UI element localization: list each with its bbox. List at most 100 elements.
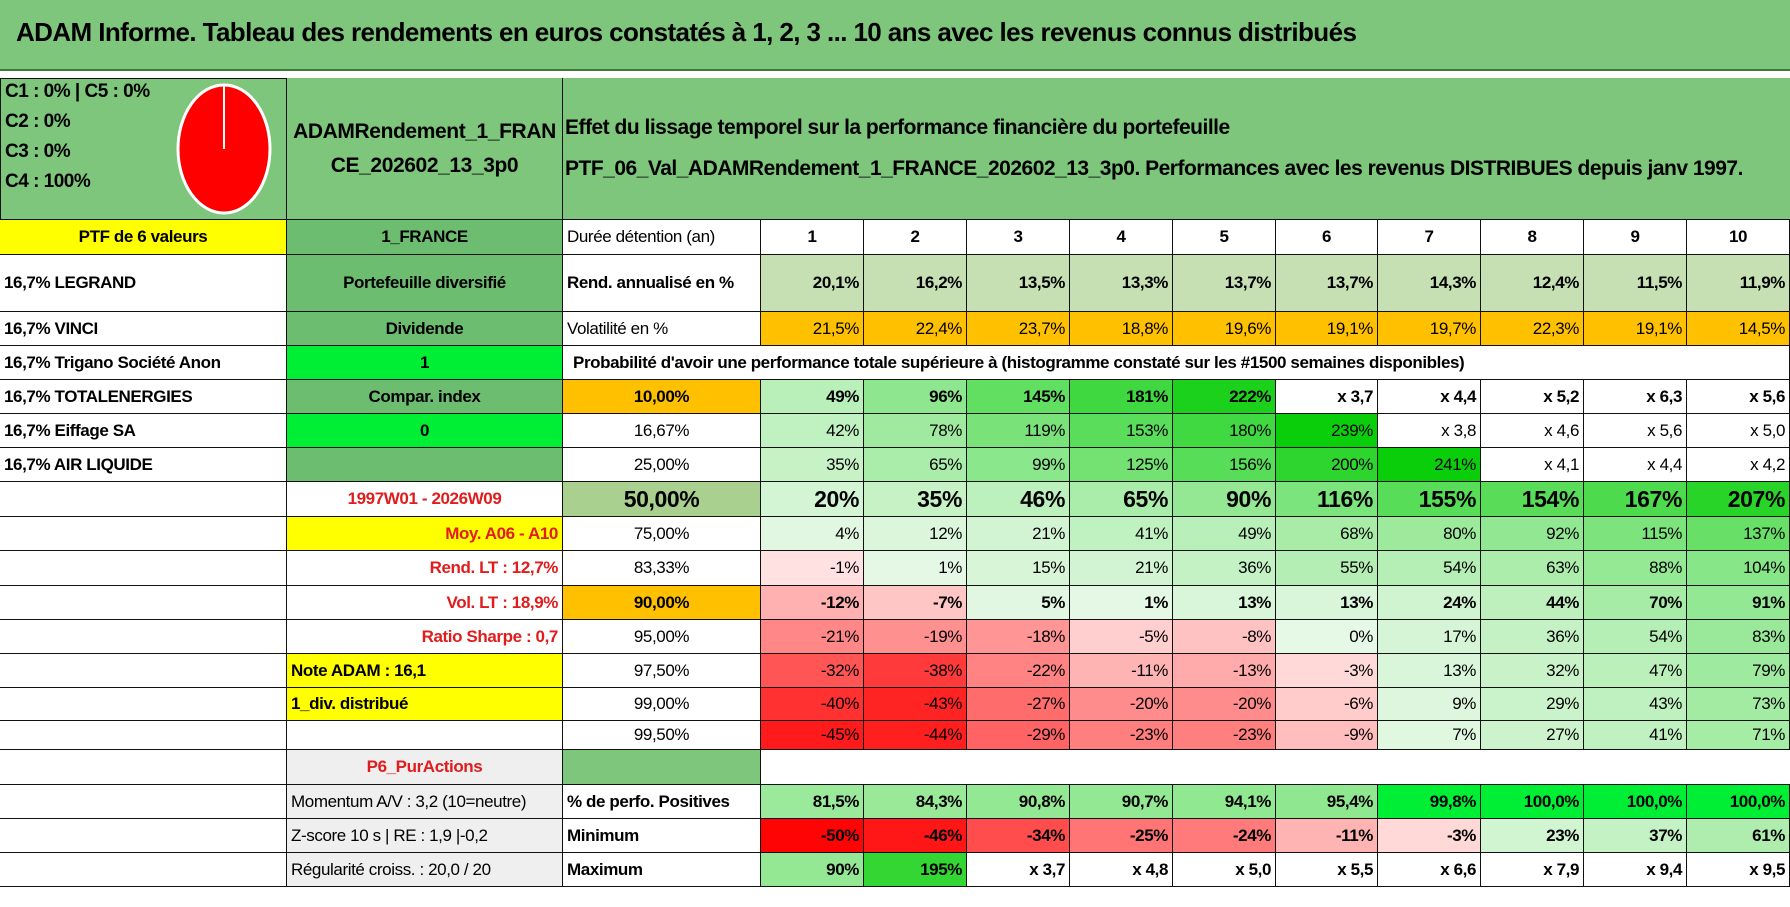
quantile-9-value-y8: 32% [1481,654,1584,688]
quantile-7-value-y9: 70% [1584,586,1687,620]
quantile-4-value-y2: 35% [864,482,967,517]
max-label: Maximum [563,853,761,887]
quantile-3-value-y5: 156% [1173,448,1276,482]
left-empty-cell [0,551,287,586]
vol-lt-cell: Vol. LT : 18,9% [287,586,563,620]
quantile-1-value-y6: x 3,7 [1276,380,1378,414]
pos-y8: 100,0% [1481,785,1584,819]
quantile-8-value-y10: 83% [1687,620,1790,654]
sharpe-cell: Ratio Sharpe : 0,7 [287,620,563,654]
quantile-1-value-y5: 222% [1173,380,1276,414]
quantile-6: 83,33% [563,551,761,586]
compar-index-cell: Compar. index [287,380,563,414]
quantile-11-value-y3: -29% [967,721,1070,750]
min-y9: 37% [1584,819,1687,853]
quantile-11-value-y1: -45% [761,721,864,750]
value-one-cell: 1 [287,346,563,380]
report-title-bar: ADAM Informe. Tableau des rendements en … [0,0,1790,71]
quantile-5-value-y7: 80% [1378,517,1481,551]
moy-cell: Moy. A06 - A10 [287,517,563,551]
quantile-4-value-y5: 90% [1173,482,1276,517]
pos-y9: 100,0% [1584,785,1687,819]
year-header-y9: 9 [1584,220,1687,255]
left-empty-cell [0,721,287,750]
quantile-3: 25,00% [563,448,761,482]
left-empty-cell [0,688,287,721]
quantile-10-value-y4: -20% [1070,688,1173,721]
quantile-6-value-y7: 54% [1378,551,1481,586]
market-cell: 1_FRANCE [287,220,563,255]
quantile-3-value-y4: 125% [1070,448,1173,482]
quantile-11-value-y4: -23% [1070,721,1173,750]
quantile-9-value-y7: 13% [1378,654,1481,688]
quantile-8-value-y8: 36% [1481,620,1584,654]
quantile-4: 50,00% [563,482,761,517]
quantile-9-value-y4: -11% [1070,654,1173,688]
rend-label: Rend. annualisé en % [563,255,761,312]
min-y6: -11% [1276,819,1378,853]
holding-6: 16,7% AIR LIQUIDE [0,448,287,482]
quantile-10-value-y9: 43% [1584,688,1687,721]
quantile-5-value-y6: 68% [1276,517,1378,551]
max-y5: x 5,0 [1173,853,1276,887]
holding-4: 16,7% TOTALENERGIES [0,380,287,414]
quantile-3-value-y3: 99% [967,448,1070,482]
ptf-type-cell: Portefeuille diversifié [287,255,563,312]
holding-5: 16,7% Eiffage SA [0,414,287,448]
max-y2: 195% [864,853,967,887]
quantile-2-value-y4: 153% [1070,414,1173,448]
quantile-6-value-y5: 36% [1173,551,1276,586]
pos-y5: 94,1% [1173,785,1276,819]
quantile-7-value-y7: 24% [1378,586,1481,620]
quantile-6-value-y1: -1% [761,551,864,586]
duration-label: Durée détention (an) [563,220,761,255]
left-empty-cell [0,620,287,654]
quantile-1-value-y3: 145% [967,380,1070,414]
pos-y7: 99,8% [1378,785,1481,819]
rend-y6: 13,7% [1276,255,1378,312]
quantile-11-value-y5: -23% [1173,721,1276,750]
quantile-11-value-y8: 27% [1481,721,1584,750]
quantile-3-value-y1: 35% [761,448,864,482]
portfolio-file-cell: ADAMRendement_1_FRAN CE_202602_13_3p0 [287,78,563,220]
left-empty-cell [0,586,287,620]
quantile-3-value-y9: x 4,4 [1584,448,1687,482]
quantile-11-value-y2: -44% [864,721,967,750]
quantile-9-value-y3: -22% [967,654,1070,688]
quantile-2-value-y2: 78% [864,414,967,448]
pos-y10: 100,0% [1687,785,1790,819]
quantile-5-value-y5: 49% [1173,517,1276,551]
vol-y10: 14,5% [1687,312,1790,346]
vol-y8: 22,3% [1481,312,1584,346]
min-y8: 23% [1481,819,1584,853]
quantile-5-value-y10: 137% [1687,517,1790,551]
quantile-3-value-y7: 241% [1378,448,1481,482]
min-y1: -50% [761,819,864,853]
quantile-10-value-y1: -40% [761,688,864,721]
quantile-1-value-y9: x 6,3 [1584,380,1687,414]
max-y4: x 4,8 [1070,853,1173,887]
quantile-3-value-y10: x 4,2 [1687,448,1790,482]
quantile-8-value-y9: 54% [1584,620,1687,654]
year-header-y10: 10 [1687,220,1790,255]
effect-subtitle: PTF_06_Val_ADAMRendement_1_FRANCE_202602… [565,157,1743,180]
holding-3: 16,7% Trigano Société Anon [0,346,287,380]
quantile-10-value-y2: -43% [864,688,967,721]
rend-y4: 13,3% [1070,255,1173,312]
quantile-9-value-y10: 79% [1687,654,1790,688]
quantile-11-value-y10: 71% [1687,721,1790,750]
quantile-2-value-y1: 42% [761,414,864,448]
quantile-9-value-y6: -3% [1276,654,1378,688]
quantile-9-value-y1: -32% [761,654,864,688]
left-empty-cell [0,482,287,517]
quantile-3-value-y8: x 4,1 [1481,448,1584,482]
quantile-9-value-y5: -13% [1173,654,1276,688]
vol-y1: 21,5% [761,312,864,346]
max-y9: x 9,4 [1584,853,1687,887]
year-header-y1: 1 [761,220,864,255]
quantile-2-value-y3: 119% [967,414,1070,448]
min-y10: 61% [1687,819,1790,853]
year-header-y7: 7 [1378,220,1481,255]
quantile-6-value-y2: 1% [864,551,967,586]
min-y3: -34% [967,819,1070,853]
